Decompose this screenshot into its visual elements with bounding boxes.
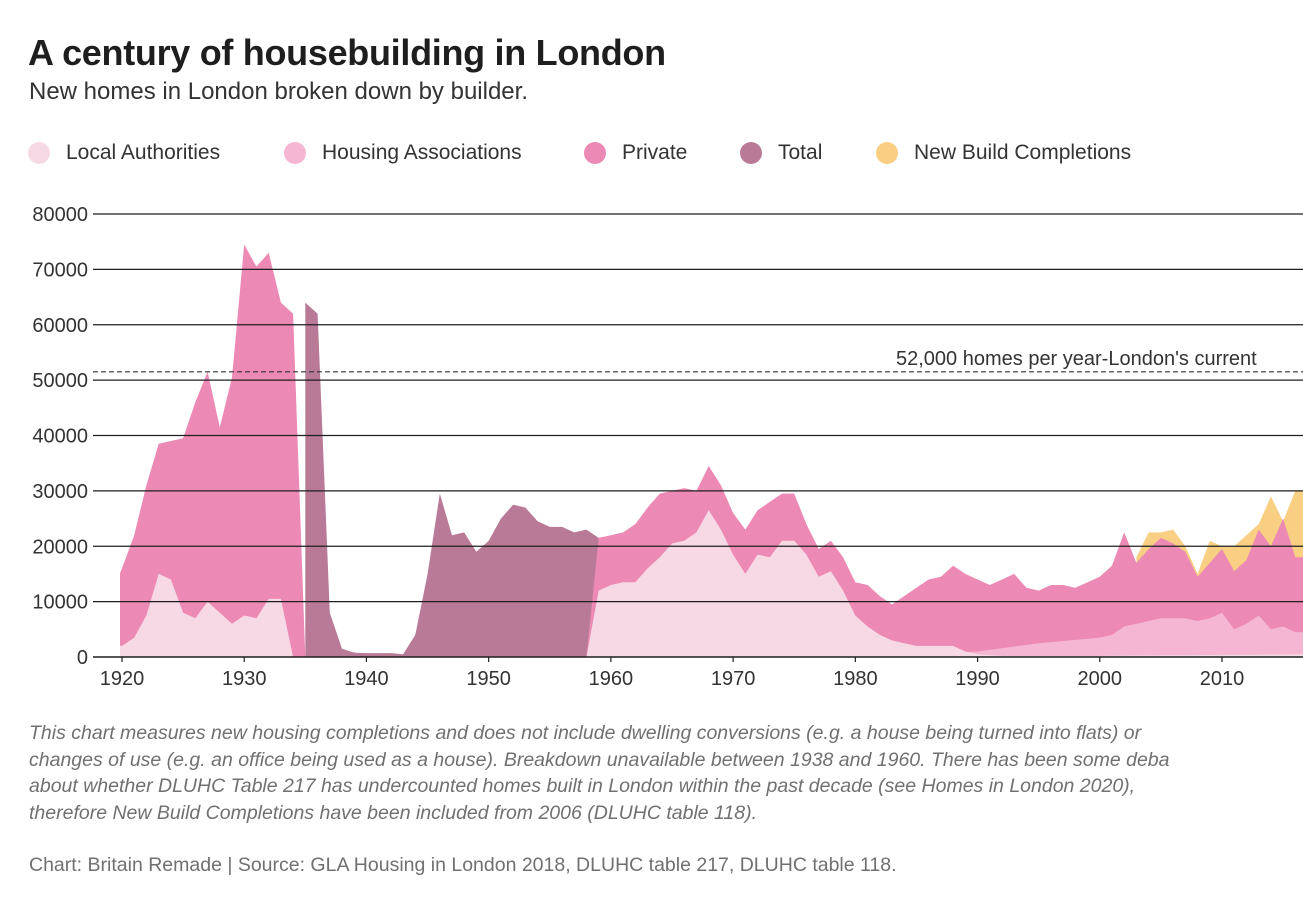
x-tick-label: 1960 <box>589 668 634 690</box>
y-tick-label: 20000 <box>32 536 88 558</box>
footnote-line: changes of use (e.g. an office being use… <box>29 748 1170 771</box>
y-tick-label: 10000 <box>32 592 88 614</box>
y-tick-label: 70000 <box>32 259 88 281</box>
x-axis: 1920 1930 1940 1950 1960 1970 1980 1990 2000 2010 <box>100 657 1245 690</box>
legend-swatch <box>584 142 606 164</box>
footnote-line: therefore New Build Completions have bee… <box>29 801 758 824</box>
x-tick-label: 1980 <box>833 668 878 690</box>
x-tick-label: 1970 <box>711 668 756 690</box>
y-tick-label: 60000 <box>32 315 88 337</box>
legend-label: Private <box>622 141 688 164</box>
legend-swatch <box>740 142 762 164</box>
x-tick-label: 2010 <box>1200 668 1245 690</box>
legend-item-local-authorities: Local Authorities <box>28 141 220 165</box>
legend-label: New Build Completions <box>914 141 1132 164</box>
reference-line-group: 52,000 homes per year-London's current <box>93 348 1303 373</box>
area-housing-associations <box>120 612 1303 657</box>
y-tick-label: 0 <box>77 647 88 669</box>
chart-source: Chart: Britain Remade | Source: GLA Hous… <box>29 854 897 876</box>
x-tick-label: 1940 <box>344 668 389 690</box>
x-tick-label: 1930 <box>222 668 267 690</box>
chart-title: A century of housebuilding in London <box>28 32 666 73</box>
legend-item-total: Total <box>740 141 822 165</box>
y-tick-label: 80000 <box>32 204 88 226</box>
legend-item-housing-associations: Housing Associations <box>284 141 522 165</box>
footnote-line: about whether DLUHC Table 217 has underc… <box>29 775 1136 797</box>
chart-subtitle: New homes in London broken down by build… <box>29 78 528 105</box>
x-tick-label: 1950 <box>466 668 511 690</box>
legend-label: Total <box>778 141 823 164</box>
reference-line-label: 52,000 homes per year-London's current <box>896 348 1257 370</box>
y-tick-label: 30000 <box>32 481 88 503</box>
legend-item-new-build-completions: New Build Completions <box>876 141 1131 165</box>
legend-item-private: Private <box>584 141 687 165</box>
area-local-authorities <box>120 510 1303 657</box>
chart-gridlines <box>93 213 1303 658</box>
legend-swatch <box>28 142 50 164</box>
y-axis: 0 10000 20000 30000 40000 50000 60000 70000 8000… <box>32 204 88 669</box>
x-tick-label: 2000 <box>1078 668 1123 690</box>
legend-swatch <box>876 142 898 164</box>
footnote-line: This chart measures new housing completi… <box>29 722 1142 744</box>
chart-footnote: This chart measures new housing completi… <box>29 720 1303 826</box>
legend-swatch <box>284 142 306 164</box>
chart-areas <box>120 244 1303 657</box>
legend-label: Housing Associations <box>322 141 522 164</box>
x-tick-label: 1990 <box>955 668 1000 690</box>
legend-label: Local Authorities <box>66 141 221 164</box>
y-tick-label: 50000 <box>32 370 88 392</box>
area-total <box>305 302 611 657</box>
y-tick-label: 40000 <box>32 426 88 448</box>
area-chart: 52,000 homes per year-London's current 0… <box>32 204 1303 690</box>
x-tick-label: 1920 <box>100 668 145 690</box>
